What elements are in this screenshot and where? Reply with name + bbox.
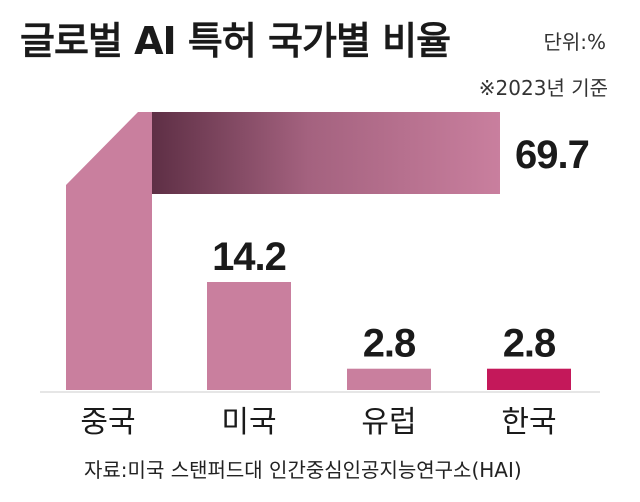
bar-1 (207, 282, 291, 390)
chart-title: 글로벌 AI 특허 국가별 비율 (20, 19, 451, 63)
category-label-0: 중국 (80, 405, 135, 440)
reference-year-note: ※2023년 기준 (478, 76, 608, 100)
source-note: 자료:미국 스탠퍼드대 인간중심인공지능연구소(HAI) (84, 458, 522, 482)
value-label-2: 2.8 (363, 322, 416, 366)
category-label-3: 한국 (501, 405, 556, 440)
bar-china (152, 112, 500, 194)
category-label-2: 유럽 (361, 405, 416, 440)
bar-china-leg (66, 112, 152, 390)
bar-3 (487, 368, 571, 390)
category-label-1: 미국 (221, 405, 276, 440)
value-label-china: 69.7 (515, 133, 589, 177)
bar-2 (347, 368, 431, 390)
unit-label: 단위:% (543, 30, 606, 54)
value-label-3: 2.8 (503, 322, 556, 366)
value-label-1: 14.2 (212, 235, 286, 279)
